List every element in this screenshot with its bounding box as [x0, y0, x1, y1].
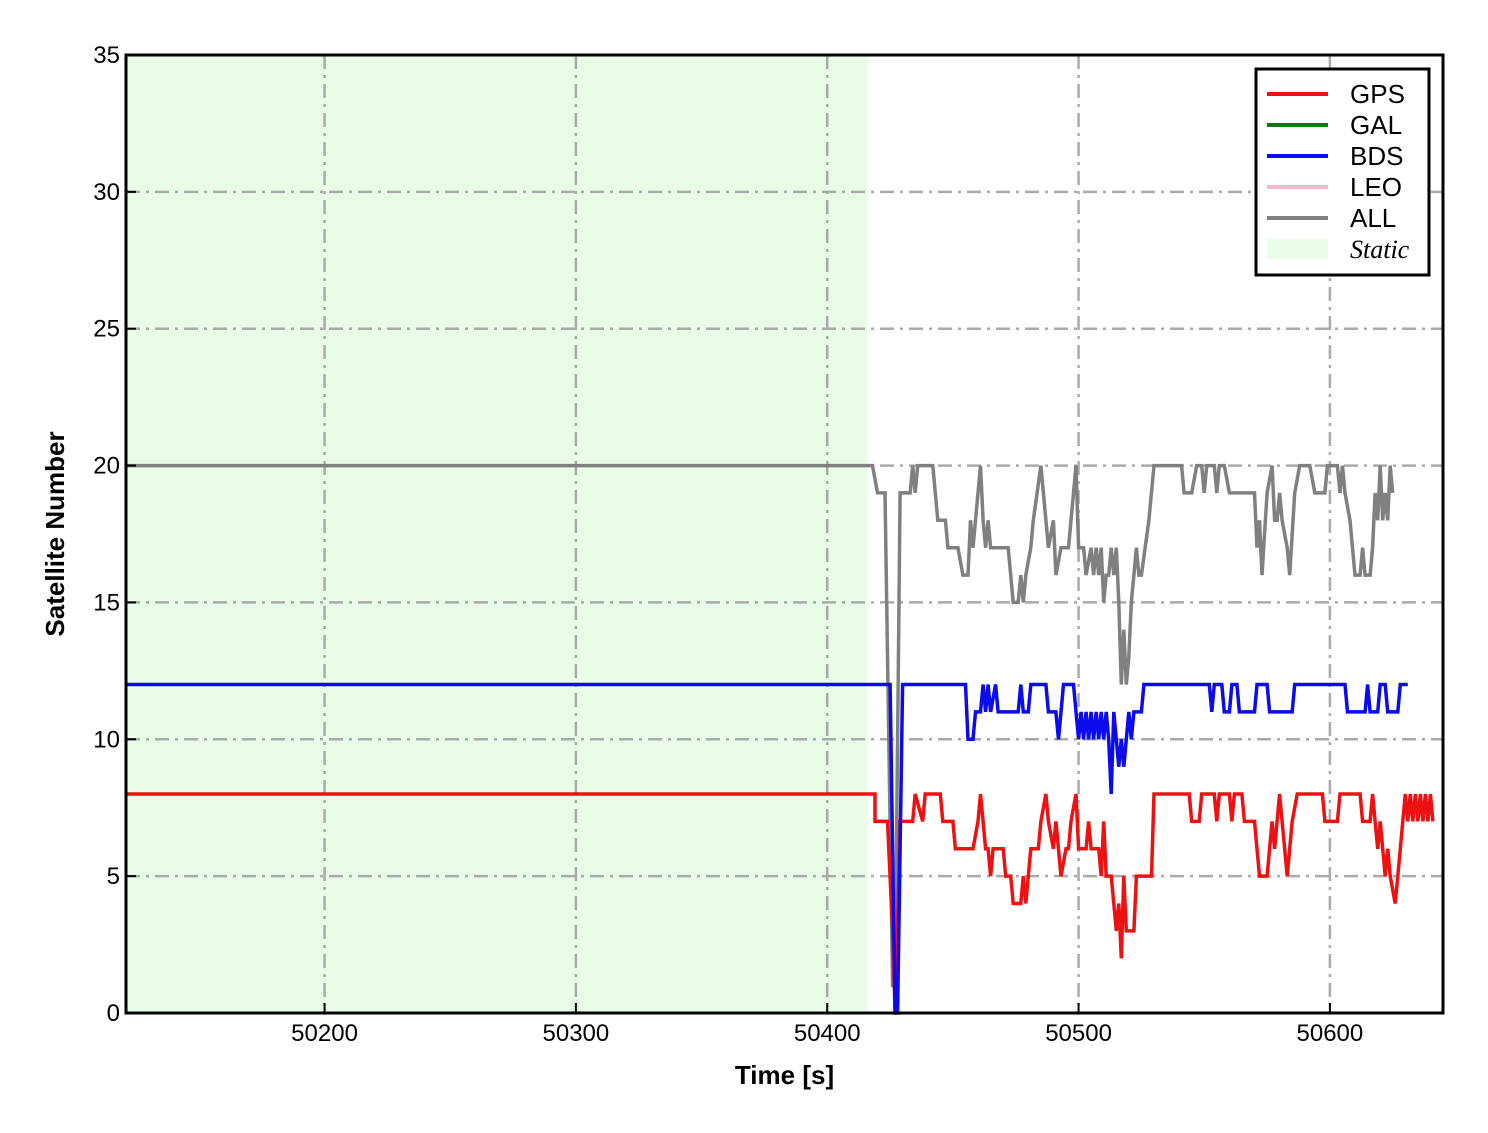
y-axis-label: Satellite Number — [40, 431, 70, 636]
series-layer — [126, 463, 1435, 1015]
series-line-bds — [126, 682, 1408, 1015]
static-region-shading — [126, 55, 868, 1013]
y-tick-label: 10 — [93, 726, 120, 753]
x-tick-label: 50600 — [1297, 1020, 1364, 1047]
x-tick-label: 50300 — [543, 1020, 610, 1047]
static-shaded-area — [126, 55, 868, 1013]
y-tick-label: 5 — [107, 863, 120, 890]
legend-label-gps: GPS — [1350, 79, 1405, 109]
y-tick-label: 0 — [107, 1000, 120, 1027]
legend-label-leo: LEO — [1350, 172, 1402, 202]
legend-label-bds: BDS — [1350, 141, 1403, 171]
y-tick-label: 20 — [93, 453, 120, 480]
y-tick-label: 15 — [93, 589, 120, 616]
legend-label-all: ALL — [1350, 203, 1396, 233]
series-line-gps — [126, 792, 1435, 1014]
x-tick-label: 50400 — [794, 1020, 861, 1047]
legend-swatch-static — [1267, 239, 1328, 259]
y-tick-label: 25 — [93, 316, 120, 343]
y-tick-label: 30 — [93, 179, 120, 206]
legend-label-gal: GAL — [1350, 110, 1402, 140]
axis-ticks: 50200 50300 50400 50500 50600 0 5 10 15 20 25 30 35 — [93, 42, 1363, 1047]
plot-frame — [124, 53, 1445, 1015]
series-line-all — [126, 463, 1395, 988]
x-axis-label: Time [s] — [735, 1060, 834, 1090]
x-tick-label: 50500 — [1045, 1020, 1112, 1047]
x-tick-label: 50200 — [291, 1020, 358, 1047]
y-tick-label: 35 — [93, 42, 120, 69]
legend-label-static: Static — [1350, 235, 1410, 264]
